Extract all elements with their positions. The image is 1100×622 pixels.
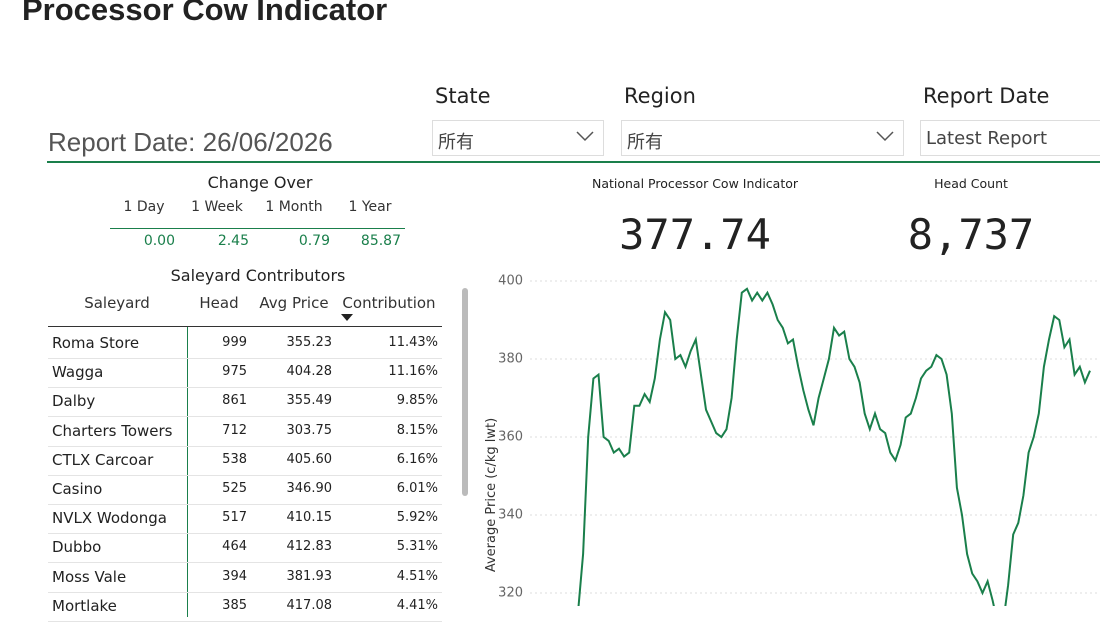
filter-label: State <box>435 84 491 108</box>
chevron <box>876 131 894 142</box>
filter-dropdown[interactable]: 所有 <box>432 120 604 156</box>
cell: 6.01% <box>396 481 438 496</box>
cell: 5.92% <box>396 510 438 526</box>
row-line <box>48 474 442 476</box>
row-line <box>48 504 442 505</box>
cell: 4.41% <box>396 597 438 613</box>
cell: 394 <box>222 568 247 584</box>
divider <box>187 327 188 617</box>
cell: Wagga <box>52 363 104 382</box>
y-tick-label: 400 <box>498 274 523 289</box>
column-header: Contribution <box>342 294 436 312</box>
column-header: Head <box>199 294 239 312</box>
cell: Charters Towers <box>52 421 173 440</box>
cell: 355.23 <box>286 335 333 350</box>
line-chart: Average Price (c/kg lwt) 320 340 360 380 400 <box>484 274 1100 606</box>
cell: 381.93 <box>286 568 333 584</box>
cell: 9.85% <box>396 393 438 409</box>
row-line <box>48 358 442 359</box>
cell: 464 <box>222 539 247 555</box>
row-line <box>48 591 442 593</box>
row-line <box>48 387 442 389</box>
kpi-value: 377.74 <box>619 210 771 259</box>
cell: 11.43% <box>388 335 438 350</box>
cell: Dubbo <box>52 538 102 557</box>
change-value: 2.45 <box>217 233 249 249</box>
column-header: 1 Day <box>123 199 165 215</box>
report-date: Report Date: 26/06/2026 <box>48 127 333 157</box>
change-value: 85.87 <box>360 233 401 249</box>
filter-dropdown[interactable]: 所有 <box>621 120 904 156</box>
cell: 525 <box>222 481 247 496</box>
filter-value: Latest Report <box>926 128 1048 149</box>
section-title: Saleyard Contributors <box>170 266 346 285</box>
column-header: 1 Year <box>348 199 392 215</box>
divider <box>110 228 405 229</box>
cell: Casino <box>52 480 103 498</box>
cell: Moss Vale <box>52 567 127 586</box>
row-line <box>48 445 442 447</box>
cell: 11.16% <box>388 364 438 380</box>
filter-label: Report Date <box>923 84 1050 108</box>
cell: 355.49 <box>286 393 333 409</box>
cell: Dalby <box>52 392 96 411</box>
kpi-label: National Processor Cow Indicator <box>591 176 799 191</box>
cell: Roma Store <box>52 334 140 352</box>
y-tick-label: 360 <box>498 430 523 445</box>
cell: 303.75 <box>286 422 333 438</box>
cell: 5.31% <box>396 539 438 555</box>
scrollbar[interactable] <box>462 288 468 496</box>
cell: NVLX Wodonga <box>52 509 167 528</box>
divider <box>48 326 442 327</box>
cell: 4.51% <box>396 568 438 584</box>
y-tick-label: 380 <box>498 352 523 367</box>
filter-value: 所有 <box>438 132 474 153</box>
cell: 412.83 <box>286 539 333 555</box>
y-tick-label: 320 <box>498 586 523 601</box>
cell: 999 <box>222 335 247 350</box>
column-header: Avg Price <box>259 294 329 312</box>
column-header: 1 Month <box>265 199 323 215</box>
y-axis-label: Average Price (c/kg lwt) <box>484 418 499 572</box>
cell: CTLX Carcoar <box>52 450 154 469</box>
filter-value: 所有 <box>627 132 663 153</box>
kpi-value: 8,737 <box>907 210 1035 259</box>
divider <box>47 161 1100 163</box>
change-value: 0.00 <box>143 233 175 249</box>
change-value: 0.79 <box>298 233 330 249</box>
cell: 517 <box>222 510 247 526</box>
kpi-label: Head Count <box>934 176 1008 191</box>
cell: 410.15 <box>286 510 333 526</box>
dashboard: Processor Cow Indicator Report Date: 26/… <box>22 0 1100 622</box>
row-line <box>48 562 442 564</box>
y-tick-label: 340 <box>498 508 523 523</box>
filter-dropdown[interactable]: Latest Report <box>920 120 1100 156</box>
cell: 405.60 <box>286 451 333 467</box>
row-line <box>48 416 442 418</box>
chevron <box>576 131 594 142</box>
page-title: Processor Cow Indicator <box>22 0 388 27</box>
cell: 8.15% <box>396 422 438 438</box>
cell: 975 <box>222 364 247 380</box>
cell: 712 <box>222 422 247 438</box>
column-header: 1 Week <box>191 199 243 215</box>
cell: 346.90 <box>286 481 333 496</box>
section-title: Change Over <box>207 173 313 192</box>
cell: 404.28 <box>286 364 333 380</box>
column-header: Saleyard <box>84 294 150 312</box>
sort-arrow[interactable] <box>341 314 353 322</box>
row-line <box>48 533 442 535</box>
filter-label: Region <box>624 84 696 108</box>
cell: 538 <box>222 451 247 467</box>
cell: 861 <box>222 393 247 409</box>
price-line <box>577 287 1091 606</box>
cell: 6.16% <box>396 451 438 467</box>
